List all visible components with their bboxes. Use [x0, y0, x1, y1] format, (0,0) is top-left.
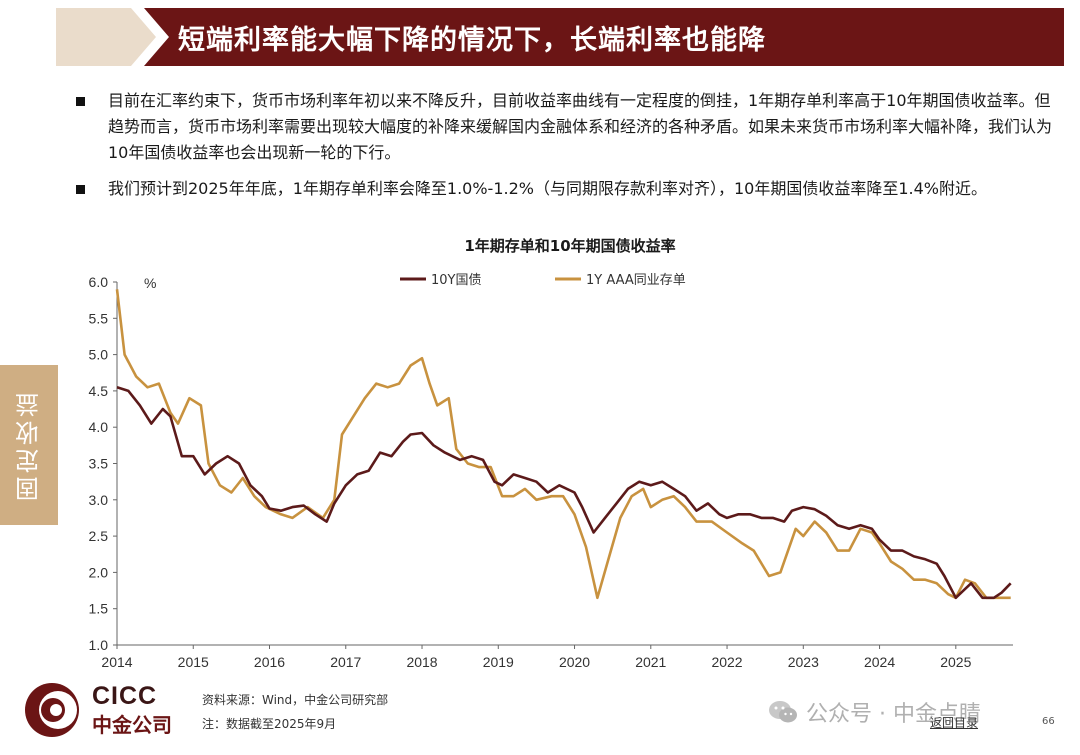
- legend-label: 10Y国债: [431, 273, 481, 288]
- title-bar: 短端利率能大幅下降的情况下，长端利率也能降: [56, 8, 1064, 66]
- watermark-text: 公众号 · 中金点睛: [806, 702, 981, 727]
- x-tick-label: 2015: [178, 654, 209, 670]
- y-tick-label: 2.5: [89, 528, 109, 544]
- x-tick-label: 2025: [940, 654, 971, 670]
- x-tick-label: 2017: [330, 654, 361, 670]
- x-tick-label: 2014: [101, 654, 132, 670]
- y-tick-label: 5.5: [89, 310, 109, 326]
- title-chevron-light: [56, 8, 156, 66]
- y-tick-label: 3.5: [89, 456, 109, 472]
- y-tick-label: 4.5: [89, 383, 109, 399]
- source-notes: 资料来源：Wind，中金公司研究部 注：数据截至2025年9月: [202, 688, 388, 736]
- y-tick-label: 1.0: [89, 637, 109, 653]
- chart-legend: 10Y国债 1Y AAA同业存单: [400, 273, 686, 288]
- yield-line-chart: 1年期存单和10年期国债收益率 10Y国债 1Y AAA同业存单 % 1.0 1.5…: [89, 237, 1013, 670]
- page-title: 短端利率能大幅下降的情况下，长端利率也能降: [178, 25, 766, 56]
- y-tick-label: 6.0: [89, 274, 109, 290]
- x-tick-label: 2019: [483, 654, 514, 670]
- bullet-text: 目前在汇率约束下，货币市场利率年初以来不降反升，目前收益率曲线有一定程度的倒挂，…: [108, 91, 1053, 162]
- cicc-logo: CICC 中金公司: [22, 682, 202, 738]
- note-text: 注：数据截至2025年9月: [202, 717, 337, 731]
- bullet-square-icon: [76, 185, 85, 194]
- bullet-item: 目前在汇率约束下，货币市场利率年初以来不降反升，目前收益率曲线有一定程度的倒挂，…: [76, 88, 1056, 166]
- y-tick-label: 4.0: [89, 419, 109, 435]
- logo-text-en: CICC: [92, 682, 158, 710]
- x-tick-label: 2016: [254, 654, 285, 670]
- y-tick-label: 5.0: [89, 347, 109, 363]
- x-tick-label: 2020: [559, 654, 590, 670]
- series-line-0: [116, 386, 1012, 600]
- bullet-item: 我们预计到2025年年底，1年期存单利率会降至1.0%-1.2%（与同期限存款利…: [76, 176, 1056, 202]
- title-banner-graphic: [56, 8, 1064, 66]
- section-side-tab-label: 固定收益: [15, 389, 44, 501]
- wechat-watermark: 公众号 · 中金点睛: [768, 696, 981, 728]
- y-axis-unit-label: %: [144, 275, 156, 291]
- x-tick-label: 2024: [864, 654, 895, 670]
- source-text: 资料来源：Wind，中金公司研究部: [202, 693, 389, 707]
- wechat-icon: [769, 701, 797, 723]
- x-tick-label: 2021: [635, 654, 666, 670]
- section-side-tab[interactable]: 固定收益: [0, 365, 58, 525]
- x-tick-label: 2023: [788, 654, 819, 670]
- y-tick-label: 3.0: [89, 492, 109, 508]
- chart-axes: 1.0 1.5 2.0 2.5 3.0 3.5 4.0 4.5 5.0 5.5 6.0 2014 201…: [89, 274, 1013, 670]
- bullet-text: 我们预计到2025年年底，1年期存单利率会降至1.0%-1.2%（与同期限存款利…: [108, 179, 987, 198]
- y-tick-label: 2.0: [89, 564, 109, 580]
- page-number: 66: [1042, 716, 1055, 727]
- bullet-square-icon: [76, 97, 85, 106]
- bullet-list: 目前在汇率约束下，货币市场利率年初以来不降反升，目前收益率曲线有一定程度的倒挂，…: [76, 88, 1056, 212]
- y-tick-label: 1.5: [89, 601, 109, 617]
- logo-text-cn: 中金公司: [92, 713, 172, 737]
- chart-title: 1年期存单和10年期国债收益率: [464, 237, 675, 255]
- back-to-contents-link[interactable]: 返回目录: [930, 716, 979, 730]
- legend-label: 1Y AAA同业存单: [586, 273, 686, 288]
- chart-series-lines: [115, 289, 1012, 600]
- x-tick-label: 2022: [711, 654, 742, 670]
- x-tick-label: 2018: [406, 654, 437, 670]
- series-line-1: [115, 289, 1011, 600]
- cicc-emblem-icon: [25, 683, 79, 737]
- title-bar-background: [144, 8, 1064, 66]
